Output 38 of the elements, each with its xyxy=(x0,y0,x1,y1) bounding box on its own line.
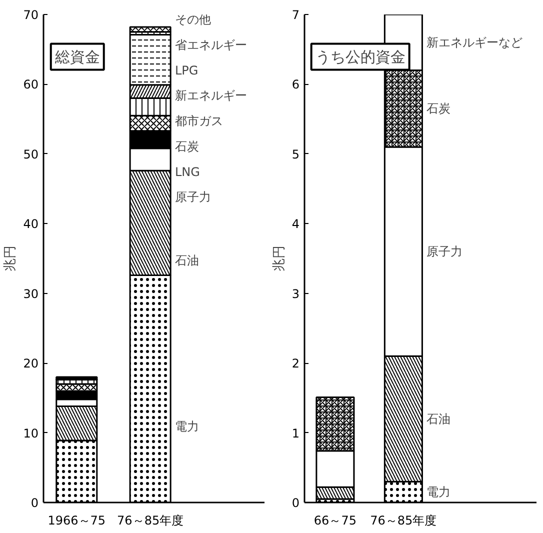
x-tick-label: 76～85年度 xyxy=(117,514,184,528)
series-label: 原子力 xyxy=(174,190,211,204)
y-tick-label: 6 xyxy=(292,78,300,92)
series-label: 原子力 xyxy=(426,244,462,259)
series-label: 石油 xyxy=(174,254,199,268)
series-label: 石油 xyxy=(426,412,450,426)
series-label: LNG xyxy=(174,164,200,179)
y-tick-label: 30 xyxy=(23,286,39,301)
series-label: 石炭 xyxy=(174,139,199,154)
y-tick-label: 3 xyxy=(292,286,300,301)
y-tick-label: 10 xyxy=(23,426,39,440)
y-tick-label: 70 xyxy=(23,8,39,22)
series-label: 新エネルギー xyxy=(174,88,247,103)
x-tick-label: 66～75 xyxy=(314,514,356,528)
series-label: LPG xyxy=(174,63,198,78)
y-tick-label: 2 xyxy=(292,356,300,371)
y-tick-label: 4 xyxy=(292,217,300,232)
y-tick-label: 0 xyxy=(292,496,300,510)
y-tick-label: 0 xyxy=(30,496,39,510)
series-label: 電力 xyxy=(426,485,450,500)
y-tick-label: 20 xyxy=(23,356,39,371)
text: 総資金 xyxy=(54,48,100,66)
y-tick-label: 7 xyxy=(292,8,300,22)
y-tick-label: 50 xyxy=(23,147,39,162)
y-tick-label: 1 xyxy=(292,426,300,440)
y-tick-label: 40 xyxy=(23,217,39,232)
series-label: 石炭 xyxy=(426,102,450,116)
series-label: 電力 xyxy=(174,420,199,434)
series-label: 新エネルギーなど xyxy=(426,35,522,50)
x-tick-label: 76～85年度 xyxy=(370,514,437,528)
text: うち公的資金 xyxy=(315,48,406,66)
y-axis-title: 兆円 xyxy=(3,246,18,272)
y-tick-label: 60 xyxy=(23,78,39,92)
series-label: 省エネルギー xyxy=(174,38,247,52)
series-label: 都市ガス xyxy=(174,114,223,128)
y-axis-title: 兆円 xyxy=(272,246,287,272)
y-tick-label: 5 xyxy=(292,147,300,162)
x-tick-label: 1966～75 xyxy=(48,514,106,528)
